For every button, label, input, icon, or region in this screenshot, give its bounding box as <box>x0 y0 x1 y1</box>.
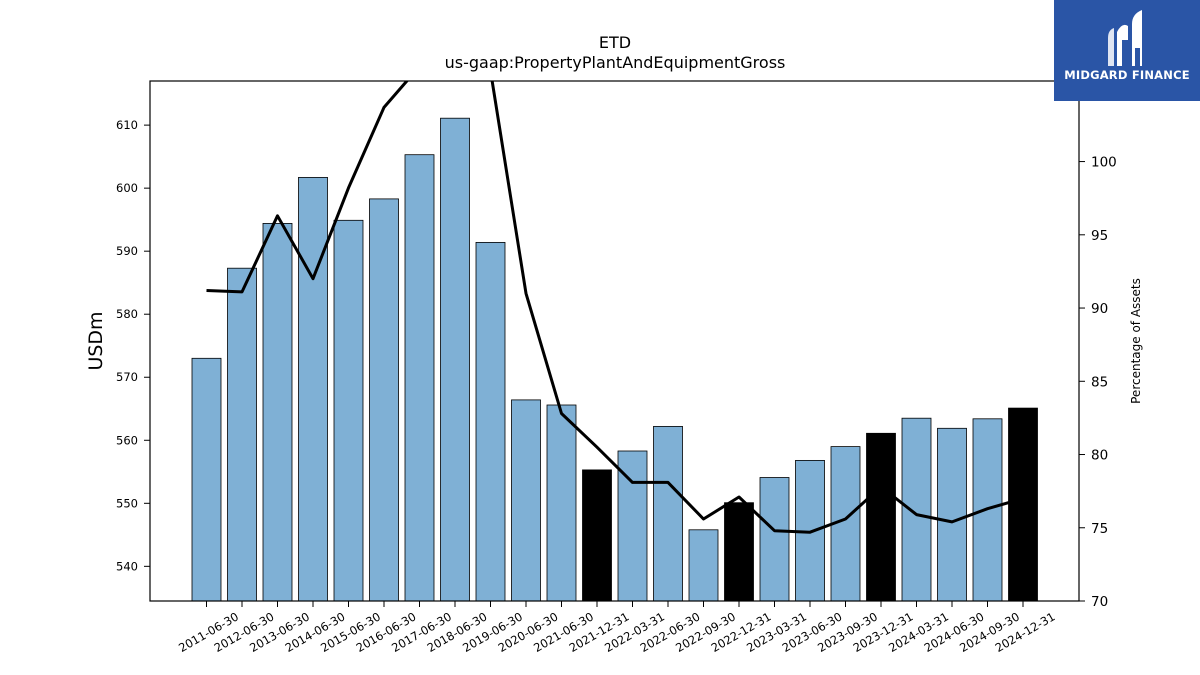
y-tick-label: 560 <box>116 433 138 447</box>
y2-tick-label: 100 <box>1091 155 1117 171</box>
bar <box>1008 407 1038 602</box>
right-axis: 70 75 80 85 90 95 100 <box>1079 155 1117 610</box>
bar <box>475 241 506 602</box>
bar <box>866 432 896 602</box>
bar <box>546 404 577 602</box>
chart-subtitle: us-gaap:PropertyPlantAndEquipmentGross <box>445 53 786 72</box>
x-axis: 2011-06-302012-06-302013-06-302014-06-30… <box>176 601 1058 655</box>
y-tick-label: 570 <box>116 370 138 384</box>
y2-tick-label: 90 <box>1091 301 1108 317</box>
bar <box>617 450 648 602</box>
y-axis-label: USDm <box>85 311 107 370</box>
percentage-line <box>206 81 1024 534</box>
bar <box>191 357 222 602</box>
bar <box>262 222 293 602</box>
bar <box>511 399 541 602</box>
y-tick-label: 600 <box>116 181 138 195</box>
y-tick-label: 580 <box>116 307 138 321</box>
bar <box>582 469 612 602</box>
left-axis: 540 550 560 570 580 590 600 610 <box>116 118 150 573</box>
bar <box>369 198 399 602</box>
bar <box>759 477 790 602</box>
line-series <box>206 81 1024 534</box>
y-tick-label: 540 <box>116 559 138 573</box>
brand-logo: MIDGARD FINANCE <box>1054 0 1200 101</box>
bar <box>901 417 932 602</box>
y2-tick-label: 80 <box>1091 448 1108 464</box>
y-tick-label: 610 <box>116 118 138 132</box>
bar <box>724 502 754 602</box>
bar <box>333 219 364 602</box>
y2-axis-label: Percentage of Assets <box>1129 278 1143 404</box>
bar <box>937 427 967 602</box>
bar <box>404 154 435 602</box>
y2-tick-label: 70 <box>1091 594 1108 610</box>
bar-series <box>191 117 1038 602</box>
bar <box>688 529 719 602</box>
bar <box>653 425 683 602</box>
chart-title: ETD <box>599 33 631 52</box>
y2-tick-label: 85 <box>1091 374 1108 390</box>
y-tick-label: 590 <box>116 244 138 258</box>
y-tick-label: 550 <box>116 496 138 510</box>
y2-tick-label: 95 <box>1091 228 1108 244</box>
bar <box>298 176 328 602</box>
bar <box>440 117 470 602</box>
plot-frame <box>149 80 1080 602</box>
bar <box>227 267 257 602</box>
y2-tick-label: 75 <box>1091 521 1108 537</box>
brand-name: MIDGARD FINANCE <box>1064 68 1190 82</box>
midgard-logo-icon <box>1108 10 1142 66</box>
